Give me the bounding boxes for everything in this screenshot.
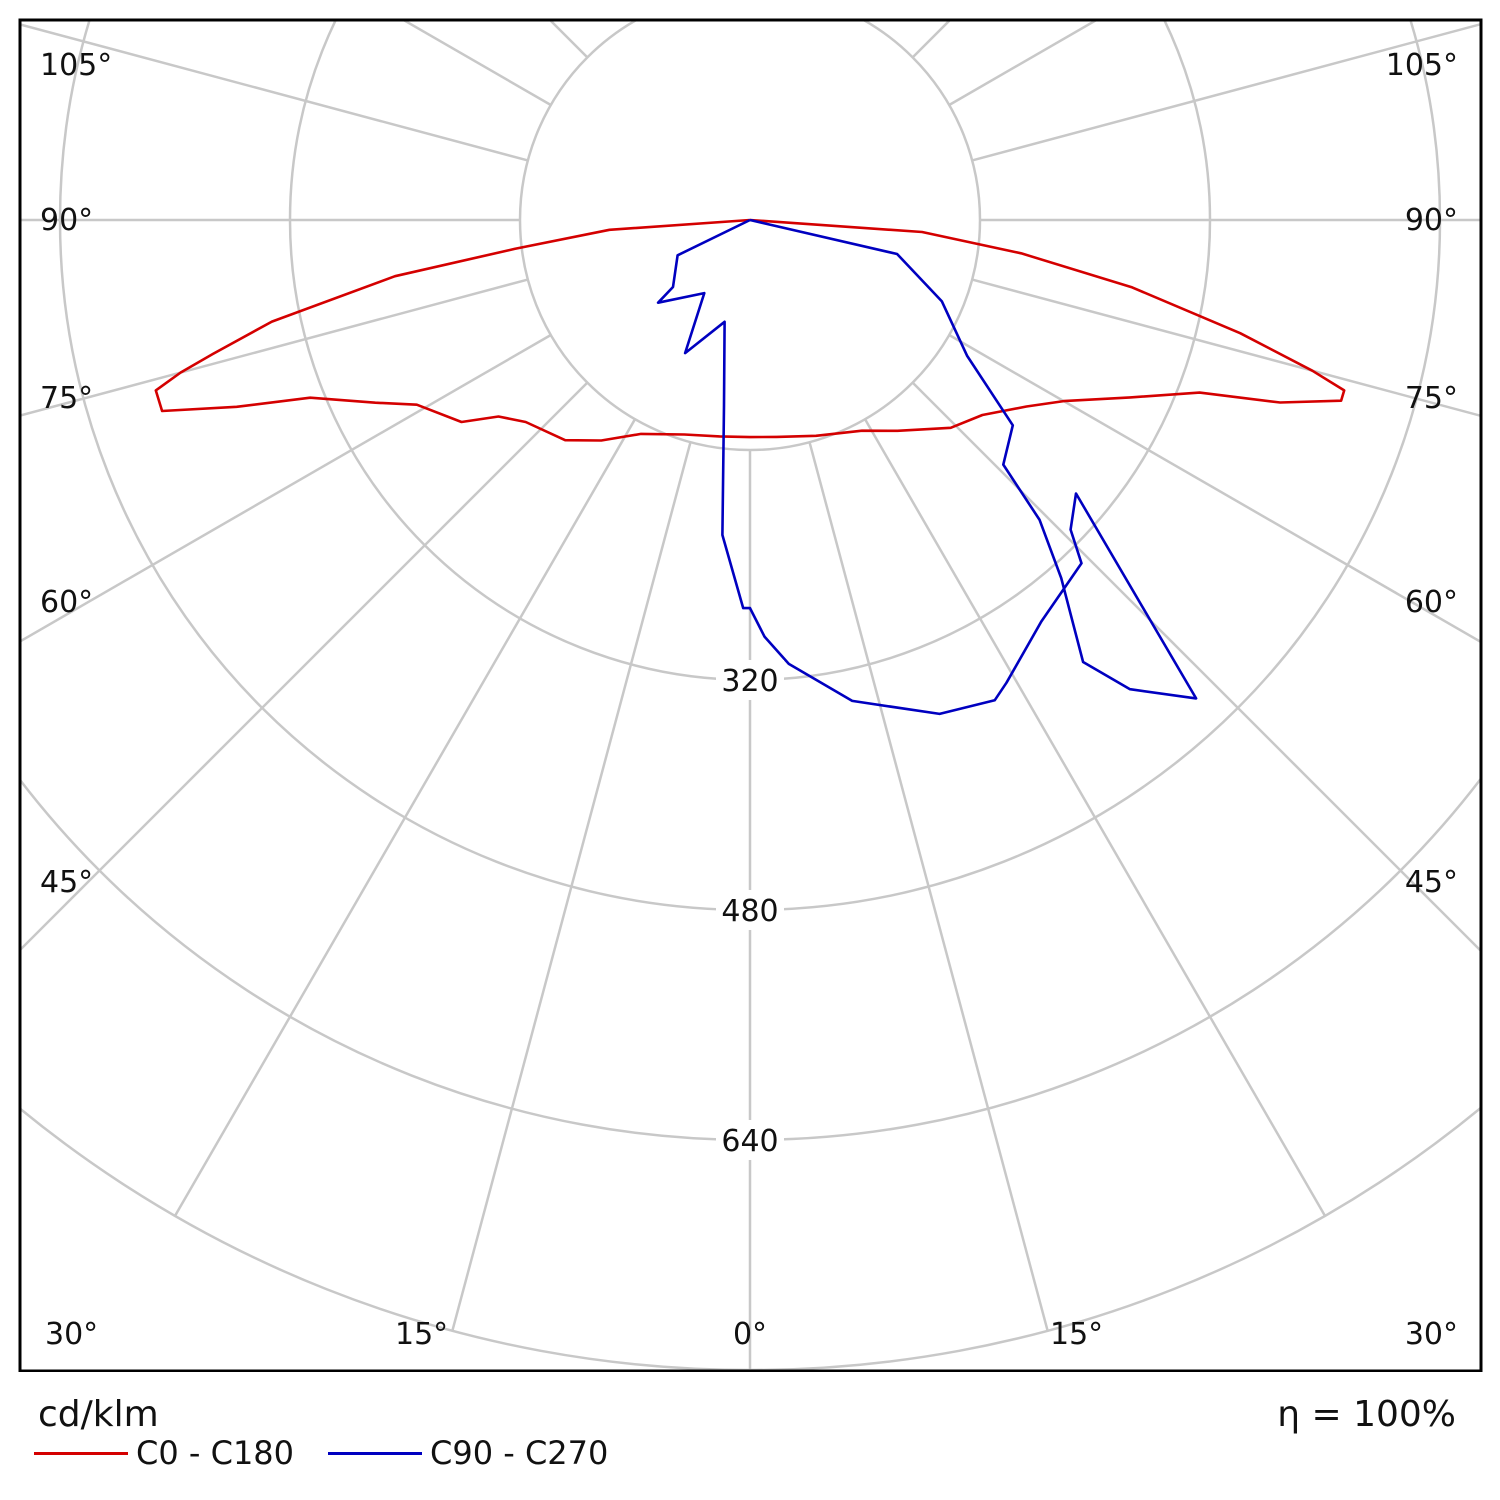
legend-label: C90 - C270 xyxy=(430,1434,609,1472)
grid-spoke xyxy=(948,333,1481,644)
grid-spoke xyxy=(971,278,1481,418)
efficiency-label: η = 100% xyxy=(1277,1394,1456,1435)
radial-tick-label: 320 xyxy=(721,664,778,699)
grid-spoke xyxy=(20,278,529,417)
angle-label: 15° xyxy=(395,1317,448,1352)
grid-circle-160 xyxy=(518,20,982,452)
angle-label: 90° xyxy=(1405,203,1458,238)
polar-chart: 320 480 640 105° 90° 75° 60° 45° 30° 15° 0° 15° 30° 4… xyxy=(18,18,1483,1372)
legend-item-c0-c180: C0 - C180 xyxy=(34,1434,294,1472)
grid-spoke xyxy=(948,20,1099,107)
grid-spoke xyxy=(808,441,1049,1332)
grid-spoke xyxy=(971,22,1481,162)
radial-tick-label: 640 xyxy=(721,1124,778,1159)
axis-labels: 320 480 640 105° 90° 75° 60° 45° 30° 15° 0° 15° 30° 4… xyxy=(40,48,1458,1352)
angle-label: 75° xyxy=(1405,381,1458,416)
unit-label: cd/klm xyxy=(38,1394,159,1435)
angle-label: 60° xyxy=(40,585,93,620)
grid-spoke xyxy=(20,23,529,162)
legend-label: C0 - C180 xyxy=(136,1434,295,1472)
angle-label: 105° xyxy=(40,48,112,83)
intensity-curves xyxy=(154,218,1346,716)
grid-spoke xyxy=(173,418,637,1217)
radial-tick-label: 480 xyxy=(721,894,778,929)
legend-swatch-blue xyxy=(328,1451,422,1455)
plot-frame xyxy=(18,18,1483,1372)
angle-label: 75° xyxy=(40,381,93,416)
grid-spoke xyxy=(20,381,589,952)
radial-label-bg xyxy=(716,890,784,930)
series-line-c90-c270 xyxy=(656,218,1198,716)
legend-item-c90-c270: C90 - C270 xyxy=(328,1434,608,1472)
angle-label: 90° xyxy=(40,203,93,238)
angle-label: 30° xyxy=(1405,1317,1458,1352)
angle-label: 60° xyxy=(1405,585,1458,620)
grid-spoke xyxy=(863,20,867,22)
radial-label-bg xyxy=(716,1120,784,1160)
radial-label-bg xyxy=(716,660,784,700)
grid-spoke xyxy=(401,20,552,107)
angle-label: 45° xyxy=(1405,865,1458,900)
grid-spoke xyxy=(911,381,1481,953)
angle-label: 30° xyxy=(45,1317,98,1352)
grid-spoke xyxy=(863,418,1327,1217)
series-line-c0-c180 xyxy=(154,218,1346,442)
angle-label: 0° xyxy=(733,1317,767,1352)
grid-spoke xyxy=(451,441,692,1332)
legend-swatch-red xyxy=(34,1451,128,1455)
angle-label: 45° xyxy=(40,865,93,900)
grid-spoke xyxy=(633,20,637,22)
chart-footer: cd/klm η = 100% C0 - C180 C90 - C270 xyxy=(0,1372,1500,1500)
grid-spoke xyxy=(20,333,552,643)
angle-label: 105° xyxy=(1386,48,1458,83)
angle-label: 15° xyxy=(1050,1317,1103,1352)
